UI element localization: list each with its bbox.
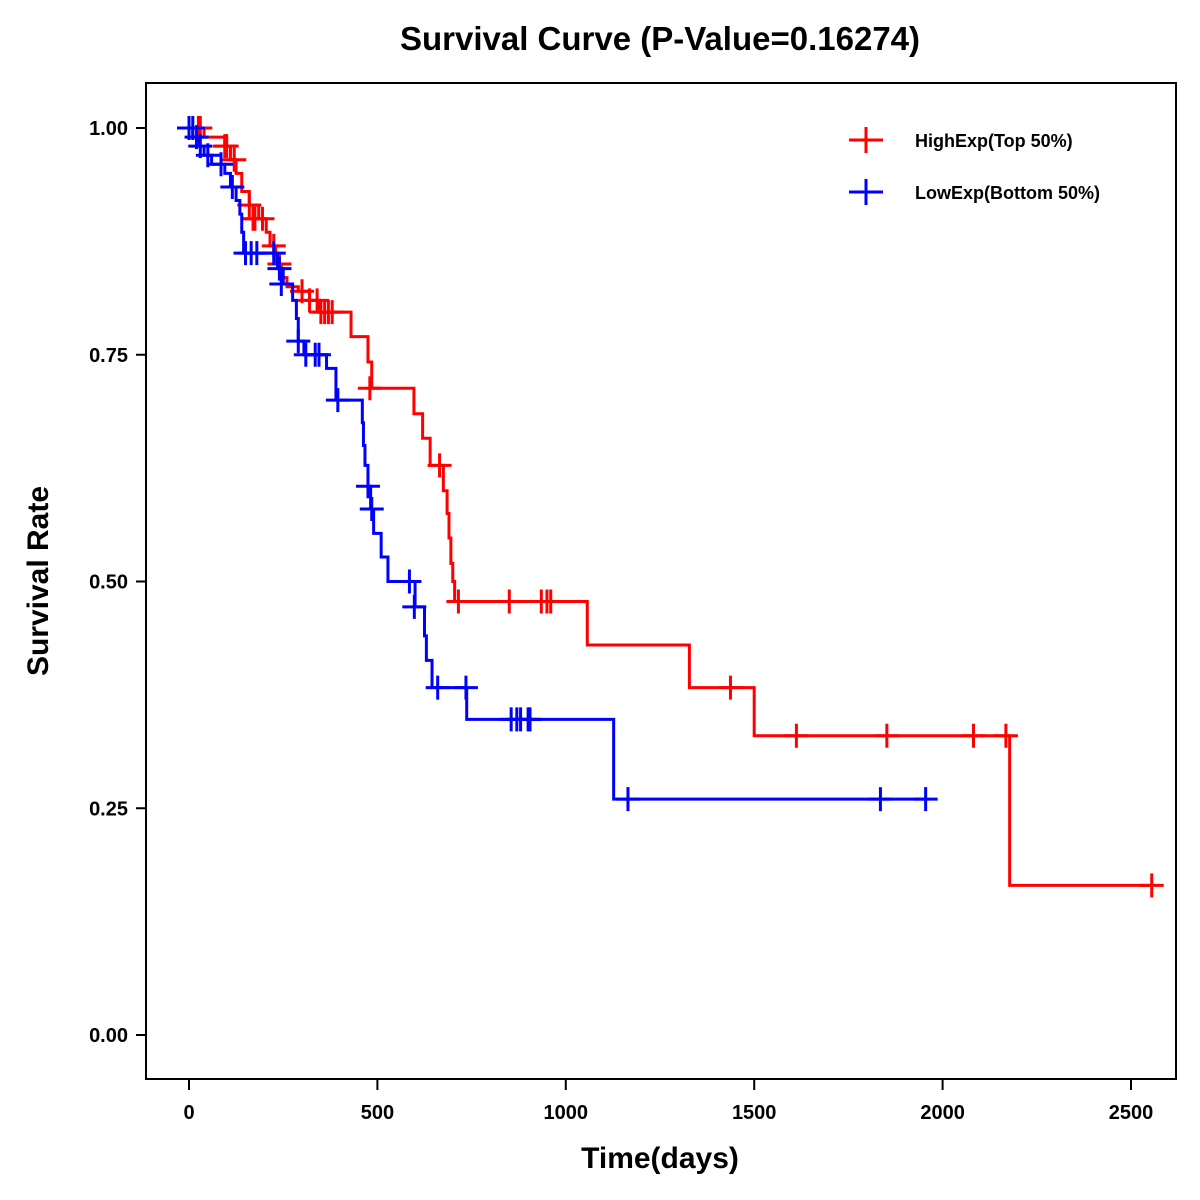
censor-mark bbox=[220, 174, 245, 199]
legend-label: HighExp(Top 50%) bbox=[915, 131, 1073, 151]
censor-mark bbox=[425, 675, 450, 700]
x-tick-label: 2000 bbox=[920, 1102, 965, 1124]
censor-mark bbox=[355, 474, 380, 499]
legend-item: HighExp(Top 50%) bbox=[849, 127, 1073, 153]
legend-item: LowExp(Bottom 50%) bbox=[849, 179, 1100, 205]
censor-mark bbox=[261, 241, 286, 266]
censor-mark bbox=[538, 589, 563, 614]
y-tick-label: 0.75 bbox=[89, 345, 128, 367]
censor-mark bbox=[874, 723, 899, 748]
censor-mark bbox=[427, 453, 452, 478]
censor-mark bbox=[961, 723, 986, 748]
series-high-exp bbox=[186, 116, 1164, 898]
censor-mark bbox=[718, 675, 743, 700]
censor-mark bbox=[195, 143, 220, 168]
x-tick-label: 2500 bbox=[1109, 1102, 1154, 1124]
y-axis-label: Survival Rate bbox=[22, 486, 55, 676]
x-tick-label: 0 bbox=[183, 1102, 194, 1124]
legend-swatch-icon bbox=[849, 179, 883, 205]
series-low-exp bbox=[177, 116, 938, 812]
censor-mark bbox=[286, 329, 311, 354]
y-tick-label: 1.00 bbox=[89, 118, 128, 140]
censor-mark bbox=[868, 787, 893, 812]
legend-swatch-icon bbox=[849, 127, 883, 153]
censor-mark bbox=[267, 256, 292, 281]
x-axis-label: Time(days) bbox=[581, 1142, 739, 1175]
censor-mark bbox=[359, 496, 384, 521]
censor-mark bbox=[320, 300, 345, 325]
censor-mark bbox=[325, 388, 350, 413]
x-axis: 0 500 1000 1500 2000 2500 bbox=[183, 1080, 1153, 1124]
y-axis: 0.00 0.25 0.50 0.75 1.00 bbox=[89, 118, 146, 1047]
censor-mark bbox=[497, 589, 522, 614]
censor-mark bbox=[209, 152, 234, 177]
chart-title: Survival Curve (P-Value=0.16274) bbox=[400, 20, 920, 57]
legend-label: LowExp(Bottom 50%) bbox=[915, 183, 1100, 203]
censor-mark bbox=[402, 594, 427, 619]
x-tick-label: 1500 bbox=[732, 1102, 777, 1124]
censor-mark bbox=[615, 787, 640, 812]
legend: HighExp(Top 50%) LowExp(Bottom 50%) bbox=[849, 127, 1100, 205]
censor-mark bbox=[453, 675, 478, 700]
censor-mark bbox=[518, 707, 543, 732]
censor-mark bbox=[306, 342, 331, 367]
censor-mark bbox=[397, 569, 422, 594]
censor-mark bbox=[784, 723, 809, 748]
y-tick-label: 0.00 bbox=[89, 1025, 128, 1047]
censor-mark bbox=[446, 589, 471, 614]
x-tick-label: 500 bbox=[361, 1102, 394, 1124]
x-tick-label: 1000 bbox=[544, 1102, 589, 1124]
censor-mark bbox=[357, 376, 382, 401]
censor-mark bbox=[214, 134, 239, 159]
censor-mark bbox=[269, 272, 294, 297]
survival-step-line bbox=[189, 126, 1152, 887]
y-tick-label: 0.50 bbox=[89, 572, 128, 594]
censor-mark bbox=[993, 723, 1018, 748]
series-layer bbox=[177, 116, 1164, 898]
censor-mark bbox=[222, 147, 247, 172]
censor-mark bbox=[250, 206, 275, 231]
y-tick-label: 0.25 bbox=[89, 798, 128, 820]
censor-mark bbox=[913, 787, 938, 812]
censor-mark bbox=[1139, 873, 1164, 898]
